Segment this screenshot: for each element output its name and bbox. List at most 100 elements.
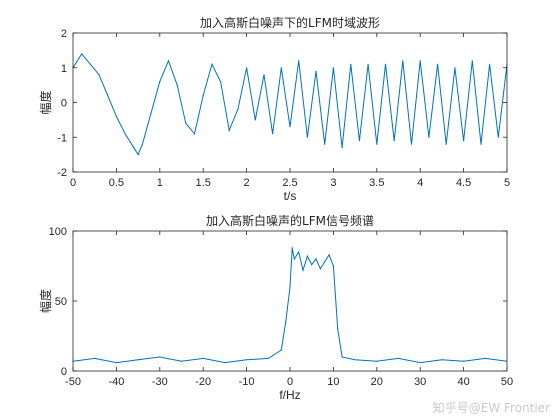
data-point (358, 140, 360, 142)
data-point (489, 63, 491, 65)
data-point (293, 258, 295, 260)
data-point (289, 286, 291, 288)
y-tick-label: 1 (61, 63, 67, 75)
y-tick-label: 50 (55, 296, 67, 308)
data-point (471, 60, 473, 62)
chart-title: 加入高斯白噪声的LFM信号频谱 (206, 213, 374, 228)
data-point (306, 136, 308, 138)
x-tick-label: 50 (501, 376, 513, 388)
y-tick-label: 0 (61, 98, 67, 110)
data-point (202, 94, 204, 97)
data-point (176, 84, 178, 86)
data-point (237, 108, 239, 110)
x-tick-label: 40 (457, 376, 469, 388)
data-point (89, 63, 91, 65)
x-tick-label: -50 (65, 376, 81, 388)
x-tick-label: 0 (70, 177, 76, 189)
x-tick-label: 2 (244, 177, 250, 189)
data-point (463, 140, 465, 142)
data-point (337, 328, 339, 330)
data-point (267, 357, 269, 359)
data-point (115, 115, 117, 117)
data-point (137, 359, 139, 361)
x-tick-label: 0 (287, 376, 293, 388)
x-axis-label: t/s (284, 189, 297, 203)
data-point (159, 356, 161, 358)
x-tick-label: 20 (371, 376, 383, 388)
data-point (202, 357, 204, 359)
data-point (315, 70, 317, 72)
data-point (298, 251, 300, 253)
y-tick-label: -1 (57, 132, 67, 144)
x-tick-label: 5 (504, 177, 510, 189)
axes-box (72, 230, 508, 372)
data-point (324, 143, 326, 145)
data-point (480, 143, 482, 145)
data-point (115, 362, 117, 364)
data-point (107, 94, 109, 97)
watermark: 知乎号@EW Frontier (432, 401, 550, 415)
data-point (211, 63, 213, 65)
x-tick-label: 1.5 (196, 177, 211, 189)
data-point (280, 349, 282, 351)
data-point (246, 359, 248, 361)
x-tick-label: 3.5 (369, 177, 384, 189)
data-point (302, 269, 304, 271)
data-point (228, 129, 230, 131)
data-point (298, 60, 300, 62)
data-point (428, 136, 430, 138)
data-point (306, 255, 308, 257)
y-tick-label: -2 (57, 167, 67, 179)
data-point (224, 362, 226, 364)
data-point (376, 143, 378, 145)
data-point (497, 136, 499, 138)
data-point (332, 265, 334, 267)
data-point (220, 81, 222, 83)
data-point (367, 63, 369, 65)
x-tick-label: 10 (327, 376, 339, 388)
data-point (167, 60, 170, 62)
series-line (72, 53, 508, 156)
x-tick-label: -40 (108, 376, 124, 388)
data-point (289, 126, 291, 128)
x-tick-label: 4 (417, 177, 423, 189)
data-point (397, 357, 400, 359)
data-point (246, 67, 248, 69)
data-point (180, 360, 183, 362)
x-tick-label: 1 (157, 177, 163, 189)
data-point (441, 359, 443, 361)
x-tick-label: 2.5 (282, 177, 297, 189)
data-point (376, 360, 378, 362)
data-point (81, 53, 83, 55)
series-line (72, 247, 508, 364)
data-point (454, 67, 456, 69)
data-point (393, 140, 395, 142)
y-axis-label: 幅度 (38, 90, 53, 114)
x-tick-label: -30 (152, 376, 168, 388)
y-tick-label: 100 (49, 226, 67, 238)
data-point (484, 357, 486, 359)
data-point (98, 74, 100, 76)
data-point (291, 247, 293, 249)
data-point (324, 261, 326, 263)
data-point (402, 60, 404, 62)
data-point (354, 359, 356, 361)
data-point (280, 67, 282, 69)
data-point (254, 119, 256, 121)
data-point (94, 357, 96, 359)
data-point (124, 133, 126, 135)
data-point (350, 63, 352, 65)
x-tick-label: -10 (239, 376, 255, 388)
data-point (437, 63, 439, 65)
x-tick-label: -20 (195, 376, 211, 388)
data-point (341, 356, 343, 358)
y-axis-label: 幅度 (38, 289, 53, 313)
x-tick-label: 30 (414, 376, 426, 388)
data-point (328, 254, 330, 256)
x-tick-label: 3 (330, 177, 336, 189)
data-point (332, 67, 334, 69)
data-point (445, 143, 447, 145)
data-point (319, 268, 321, 270)
data-point (463, 360, 465, 362)
